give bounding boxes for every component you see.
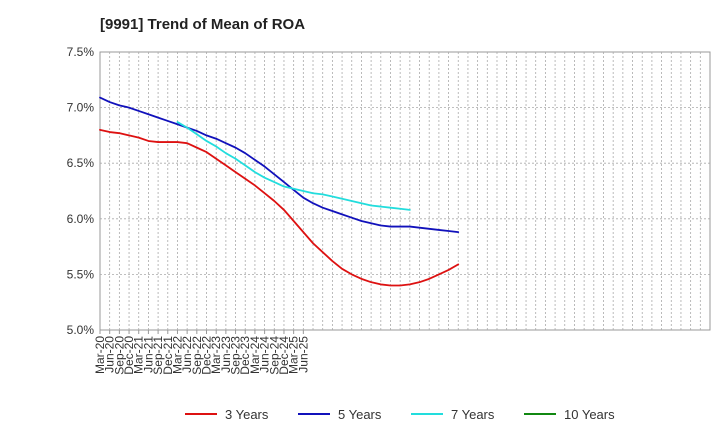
y-tick-label: 6.0% [67,212,95,226]
y-tick-label: 5.0% [67,323,95,337]
x-tick-label: Jun-25 [296,336,310,373]
x-tick-label: Jun-22 [180,336,194,373]
y-tick-label: 6.5% [67,156,95,170]
plot-area [99,51,711,331]
y-tick-label: 7.0% [67,101,95,115]
legend: 3 Years 5 Years 7 Years 10 Years [185,407,615,422]
x-tick-label: Jun-20 [103,336,117,373]
x-tick-label: Sep-21 [151,336,165,375]
y-tick-label: 7.5% [67,45,95,59]
x-tick-label: Sep-20 [112,336,126,375]
y-gridlines [100,107,710,275]
x-tick-label: Dec-23 [238,336,252,375]
legend-label: 5 Years [338,407,382,422]
series-line-5-years [99,96,460,234]
x-tick-label: Mar-25 [287,336,301,374]
x-axis-ticks: Mar-20Jun-20Sep-20Dec-20Mar-21Jun-21Sep-… [93,330,310,375]
x-tick-label: Dec-21 [161,336,175,375]
x-tick-label: Jun-24 [258,336,272,373]
x-tick-label: Mar-21 [132,336,146,374]
y-axis-ticks: 5.0% 5.5% 6.0% 6.5% 7.0% 7.5% [67,45,95,337]
x-tick-label: Dec-20 [122,336,136,375]
x-tick-label: Sep-24 [267,336,281,375]
x-tick-label: Mar-20 [93,336,107,374]
x-tick-label: Jun-21 [141,336,155,373]
x-tick-label: Dec-24 [277,336,291,375]
series-line-7-years [176,121,411,211]
x-tick-label: Mar-24 [248,336,262,374]
x-tick-label: Jun-23 [219,336,233,373]
legend-label: 3 Years [225,407,269,422]
legend-label: 7 Years [451,407,495,422]
series-line-3-years [99,128,460,287]
series-lines [99,96,460,287]
x-tick-label: Mar-22 [170,336,184,374]
x-tick-label: Mar-23 [209,336,223,374]
legend-label: 10 Years [564,407,615,422]
x-tick-label: Sep-22 [190,336,204,375]
x-tick-label: Sep-23 [229,336,243,375]
chart-title: [9991] Trend of Mean of ROA [100,16,306,33]
x-tick-label: Dec-22 [200,336,214,375]
y-tick-label: 5.5% [67,267,95,281]
